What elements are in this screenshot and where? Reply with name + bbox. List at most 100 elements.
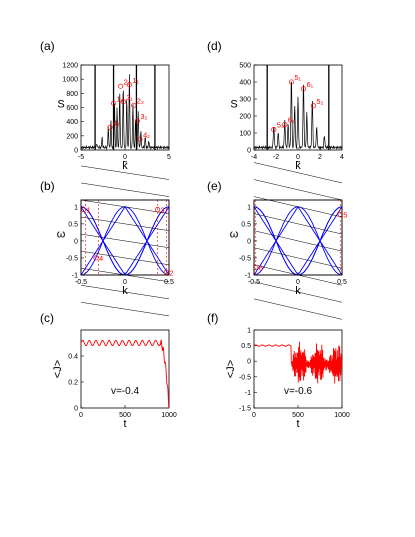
y-tick-label: 0 bbox=[247, 359, 251, 366]
y-tick-label: 0.5 bbox=[241, 221, 251, 228]
peak-marker-label: 6₂ bbox=[288, 116, 295, 125]
resonance-line bbox=[253, 213, 343, 235]
resonance-line bbox=[80, 165, 170, 180]
peak-marker bbox=[120, 99, 126, 105]
crossing-marker-label: 4 bbox=[99, 254, 103, 263]
x-tick-label: -5 bbox=[78, 154, 84, 161]
peak-marker-label: 2₂ bbox=[137, 96, 144, 105]
resonance-line bbox=[80, 250, 170, 266]
y-tick-label: 1 bbox=[247, 204, 251, 211]
panel-label: (b) bbox=[40, 179, 55, 193]
x-axis-label: k̃ bbox=[295, 160, 301, 172]
peak-marker-label: 4₁ bbox=[113, 118, 120, 127]
y-axis-label: <J> bbox=[52, 360, 64, 378]
x-tick-label: 0 bbox=[123, 154, 127, 161]
x-tick-label: 0 bbox=[79, 412, 83, 419]
y-tick-label: 400 bbox=[66, 119, 78, 126]
spectrum-series bbox=[80, 74, 170, 151]
x-tick-label: 4 bbox=[340, 154, 344, 161]
y-tick-label: 0.5 bbox=[241, 343, 251, 350]
y-tick-label: 0.5 bbox=[68, 221, 78, 228]
x-tick-label: 0 bbox=[296, 154, 300, 161]
y-tick-label: 500 bbox=[239, 63, 251, 70]
y-tick-label: -1 bbox=[72, 273, 78, 280]
y-tick-label: 800 bbox=[66, 91, 78, 98]
x-axis-label: k̃ bbox=[122, 160, 128, 172]
y-axis-label: S bbox=[230, 99, 237, 111]
current-series bbox=[253, 341, 343, 384]
resonance-line bbox=[253, 179, 343, 201]
peak-marker bbox=[310, 103, 316, 109]
resonance-line bbox=[80, 284, 170, 300]
x-tick-label: 1000 bbox=[334, 412, 350, 419]
y-tick-label: 0 bbox=[74, 238, 78, 245]
y-tick-label: 0 bbox=[247, 238, 251, 245]
y-axis-label: S bbox=[57, 99, 64, 111]
resonance-line bbox=[253, 298, 343, 320]
peak-marker-label: 3₁ bbox=[126, 93, 133, 102]
y-tick-label: -1 bbox=[245, 273, 251, 280]
y-tick-label: 600 bbox=[66, 105, 78, 112]
crossing-marker bbox=[253, 264, 259, 271]
crossing-marker bbox=[155, 206, 161, 213]
x-tick-label: 0 bbox=[296, 279, 300, 286]
plot-frame-top bbox=[253, 199, 343, 276]
x-tick-label: 1000 bbox=[161, 412, 177, 419]
peak-marker bbox=[134, 118, 140, 124]
x-tick-label: 0.5 bbox=[164, 279, 174, 286]
y-tick-label: -1 bbox=[245, 390, 251, 397]
crossing-marker bbox=[337, 211, 343, 217]
resonance-line bbox=[80, 302, 170, 317]
plot-frame-top bbox=[80, 199, 170, 276]
y-tick-label: -0.5 bbox=[239, 374, 251, 381]
peak-marker-label: 3₂ bbox=[140, 112, 147, 121]
peak-marker bbox=[126, 82, 132, 88]
crossing-marker bbox=[93, 255, 99, 261]
crossing-marker-label: 1 bbox=[87, 206, 91, 215]
y-tick-label: 0 bbox=[74, 148, 78, 155]
x-axis-label: k bbox=[295, 285, 301, 297]
x-axis-label: t bbox=[296, 418, 299, 430]
peak-marker bbox=[107, 124, 113, 130]
peak-marker-label: 5₃ bbox=[277, 121, 284, 130]
resonance-line bbox=[253, 162, 343, 184]
y-tick-label: 300 bbox=[239, 97, 251, 104]
peak-marker bbox=[271, 127, 277, 133]
panel-c-current: (c) 0 500 1000 0 0.2 0.4 t <J> v=-0.4 bbox=[40, 311, 177, 430]
panel-label: (a) bbox=[40, 39, 55, 53]
peak-marker bbox=[137, 136, 143, 142]
y-axis-label: ω bbox=[230, 229, 239, 241]
plot-frame bbox=[253, 199, 343, 276]
peak-marker-label: 5₁ bbox=[294, 73, 301, 82]
x-tick-label: -2 bbox=[273, 154, 279, 161]
x-tick-label: 0 bbox=[252, 412, 256, 419]
y-tick-label: 1 bbox=[247, 328, 251, 335]
y-tick-label: 1000 bbox=[62, 77, 78, 84]
peak-marker-label: 6₁ bbox=[307, 80, 314, 89]
panel-label: (e) bbox=[207, 179, 222, 193]
y-tick-label: 200 bbox=[239, 114, 251, 121]
resonance-line bbox=[253, 281, 343, 303]
peak-marker bbox=[111, 100, 117, 106]
velocity-annotation: v=-0.4 bbox=[111, 386, 140, 397]
crossing-marker-label: 2 bbox=[169, 268, 173, 277]
panel-label: (c) bbox=[40, 311, 54, 325]
y-tick-label: 0.2 bbox=[68, 380, 78, 387]
x-tick-label: 0.5 bbox=[337, 279, 347, 286]
peak-marker-label: 4₂ bbox=[143, 130, 150, 139]
panel-label: (d) bbox=[207, 39, 222, 53]
y-tick-label: 100 bbox=[239, 131, 251, 138]
x-tick-label: -0.5 bbox=[248, 279, 260, 286]
peak-marker-label: 5₂ bbox=[316, 97, 323, 106]
resonance-line bbox=[253, 230, 343, 252]
y-tick-label: -1.5 bbox=[239, 406, 251, 413]
x-tick-label: 500 bbox=[119, 412, 131, 419]
current-series bbox=[80, 339, 170, 409]
y-tick-label: 0.4 bbox=[68, 354, 78, 361]
velocity-annotation: v=-0.6 bbox=[284, 386, 313, 397]
y-axis-label: <J> bbox=[225, 360, 237, 378]
crossing-marker bbox=[163, 269, 169, 275]
